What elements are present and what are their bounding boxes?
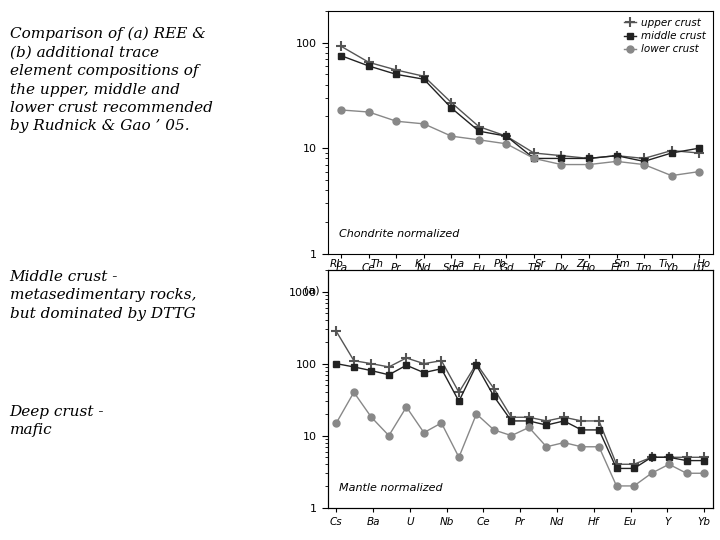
upper crust <box>502 133 510 139</box>
Text: Middle crust -
metasedimentary rocks,
but dominated by DTTG: Middle crust - metasedimentary rocks, bu… <box>9 270 196 321</box>
upper crust <box>585 155 593 161</box>
Line: upper crust: upper crust <box>336 42 704 163</box>
upper crust <box>639 155 648 161</box>
lower crust <box>447 133 456 139</box>
Text: Deep crust -
mafic: Deep crust - mafic <box>9 405 104 437</box>
middle crust <box>612 152 621 159</box>
lower crust <box>530 155 539 161</box>
lower crust <box>502 140 510 147</box>
middle crust <box>474 128 483 134</box>
lower crust <box>639 161 648 168</box>
lower crust <box>557 161 566 168</box>
Text: (a): (a) <box>305 285 320 295</box>
middle crust <box>337 52 346 59</box>
Legend: upper crust, middle crust, lower crust: upper crust, middle crust, lower crust <box>622 16 708 56</box>
middle crust <box>667 150 676 156</box>
lower crust <box>392 118 401 125</box>
upper crust <box>474 124 483 130</box>
lower crust <box>474 137 483 143</box>
upper crust <box>420 73 428 79</box>
upper crust <box>695 150 703 156</box>
upper crust <box>612 152 621 159</box>
middle crust <box>447 105 456 111</box>
Line: middle crust: middle crust <box>338 52 703 165</box>
upper crust <box>667 147 676 154</box>
upper crust <box>392 67 401 73</box>
middle crust <box>420 76 428 83</box>
middle crust <box>364 63 373 69</box>
middle crust <box>639 158 648 165</box>
middle crust <box>502 133 510 139</box>
lower crust <box>695 168 703 175</box>
middle crust <box>392 71 401 78</box>
lower crust <box>667 172 676 179</box>
lower crust <box>364 109 373 115</box>
middle crust <box>557 155 566 161</box>
upper crust <box>364 59 373 65</box>
middle crust <box>530 155 539 161</box>
upper crust <box>337 43 346 50</box>
Text: Mantle normalized: Mantle normalized <box>339 483 443 494</box>
lower crust <box>420 120 428 127</box>
lower crust <box>337 107 346 113</box>
lower crust <box>612 158 621 165</box>
upper crust <box>530 150 539 156</box>
upper crust <box>557 152 566 159</box>
lower crust <box>585 161 593 168</box>
Text: Comparison of (a) REE &
(b) additional trace
element compositions of
the upper, : Comparison of (a) REE & (b) additional t… <box>9 27 212 133</box>
middle crust <box>695 145 703 151</box>
middle crust <box>585 155 593 161</box>
Text: Chondrite normalized: Chondrite normalized <box>339 229 459 239</box>
Line: lower crust: lower crust <box>338 106 703 179</box>
upper crust <box>447 99 456 106</box>
